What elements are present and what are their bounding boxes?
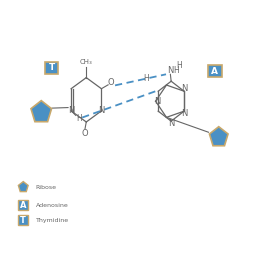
Text: H: H	[173, 66, 179, 75]
Text: Adenosine: Adenosine	[36, 203, 68, 208]
Text: O: O	[82, 129, 88, 137]
Polygon shape	[31, 101, 51, 122]
Text: T: T	[20, 216, 26, 225]
Text: T: T	[48, 64, 55, 73]
FancyBboxPatch shape	[208, 65, 222, 77]
Text: N: N	[167, 66, 173, 75]
Text: A: A	[20, 201, 27, 210]
Polygon shape	[210, 127, 228, 146]
Text: N: N	[98, 106, 105, 115]
Text: N: N	[154, 97, 160, 106]
Text: N: N	[181, 109, 187, 118]
Text: Thymidine: Thymidine	[36, 218, 69, 223]
Text: A: A	[211, 67, 218, 76]
Text: H: H	[77, 114, 82, 123]
FancyBboxPatch shape	[18, 215, 28, 225]
Text: H: H	[177, 62, 182, 71]
Text: O: O	[108, 78, 114, 87]
Text: H: H	[143, 74, 148, 83]
Text: N: N	[181, 85, 187, 94]
FancyBboxPatch shape	[45, 62, 58, 74]
FancyBboxPatch shape	[18, 200, 28, 210]
Text: N: N	[168, 119, 174, 128]
Text: CH₃: CH₃	[80, 59, 93, 65]
Polygon shape	[18, 182, 28, 192]
Text: N: N	[68, 106, 74, 115]
Text: Ribose: Ribose	[36, 185, 57, 190]
